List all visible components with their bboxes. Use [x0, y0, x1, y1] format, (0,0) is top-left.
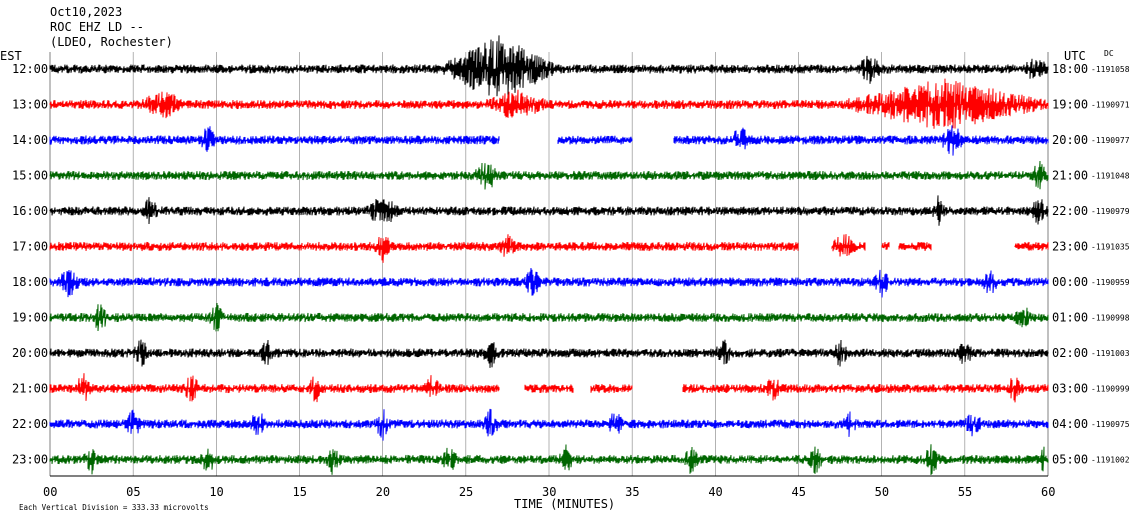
dc-label: DC: [1104, 49, 1114, 58]
est-label-2300: 23:00: [12, 453, 48, 467]
est-label-2100: 21:00: [12, 382, 48, 396]
utc-label-2000: 20:00: [1052, 133, 1088, 147]
scale-footer: Each Vertical Division = 333.33 microvol…: [19, 503, 209, 512]
x-tick-40: 40: [708, 485, 722, 499]
trace-1200: [49, 35, 1049, 97]
est-label-1500: 15:00: [12, 169, 48, 183]
est-label-2000: 20:00: [12, 346, 48, 360]
network-label: (LDEO, Rochester): [50, 35, 173, 49]
dc-value-0100: -1190998: [1091, 314, 1130, 323]
trace-2100: [49, 373, 1049, 403]
trace-1500: [49, 160, 1049, 190]
est-label-1700: 17:00: [12, 240, 48, 254]
trace-2300: [49, 444, 1049, 476]
trace-2200: [49, 408, 1049, 441]
dc-value-2000: -1190977: [1091, 136, 1130, 145]
utc-label-0100: 01:00: [1052, 311, 1088, 325]
dc-value-0500: -1191002: [1091, 456, 1130, 465]
x-axis-ticks: 00 05 10 15 20 25 30 35 40 45 50 55 60: [43, 485, 1055, 499]
utc-label-0400: 04:00: [1052, 417, 1088, 431]
utc-axis-title: UTC: [1064, 49, 1086, 63]
dc-value-2100: -1191048: [1091, 172, 1130, 181]
x-tick-05: 05: [126, 485, 140, 499]
trace-1800: [49, 267, 1049, 298]
est-label-1800: 18:00: [12, 275, 48, 289]
est-axis-title: EST: [0, 49, 22, 63]
x-tick-00: 00: [43, 485, 57, 499]
dc-value-2200: -1190979: [1091, 207, 1130, 216]
x-tick-35: 35: [625, 485, 639, 499]
dc-value-1900: -1190971: [1091, 101, 1130, 110]
utc-label-0300: 03:00: [1052, 382, 1088, 396]
est-label-1600: 16:00: [12, 204, 48, 218]
est-label-2200: 22:00: [12, 417, 48, 431]
x-tick-60: 60: [1041, 485, 1055, 499]
x-tick-25: 25: [459, 485, 473, 499]
utc-label-0200: 02:00: [1052, 346, 1088, 360]
trace-1700: [49, 234, 1049, 263]
est-label-1900: 19:00: [12, 311, 48, 325]
utc-label-2300: 23:00: [1052, 240, 1088, 254]
dc-value-0300: -1190999: [1091, 385, 1130, 394]
trace-1600: [49, 195, 1049, 226]
est-label-1400: 14:00: [12, 133, 48, 147]
utc-label-1800: 18:00: [1052, 62, 1088, 76]
dc-value-0200: -1191003: [1091, 349, 1130, 358]
dc-value-2300: -1191035: [1091, 243, 1130, 252]
x-tick-50: 50: [875, 485, 889, 499]
dc-value-0000: -1190959: [1091, 278, 1130, 287]
dc-value-1800: -1191058: [1091, 65, 1130, 74]
trace-rows: [49, 35, 1049, 476]
x-tick-10: 10: [209, 485, 223, 499]
utc-label-0500: 05:00: [1052, 453, 1088, 467]
est-label-1300: 13:00: [12, 98, 48, 112]
x-tick-30: 30: [542, 485, 556, 499]
date-label: Oct10,2023: [50, 5, 122, 19]
x-tick-15: 15: [293, 485, 307, 499]
utc-label-2100: 21:00: [1052, 169, 1088, 183]
utc-label-0000: 00:00: [1052, 275, 1088, 289]
trace-1400: [49, 125, 1049, 156]
utc-label-1900: 19:00: [1052, 98, 1088, 112]
x-tick-45: 45: [792, 485, 806, 499]
est-label-1200: 12:00: [12, 62, 48, 76]
utc-label-2200: 22:00: [1052, 204, 1088, 218]
station-label: ROC EHZ LD --: [50, 20, 144, 34]
x-axis-title: TIME (MINUTES): [514, 497, 615, 511]
trace-1300: [49, 78, 1049, 129]
trace-1900: [49, 302, 1049, 332]
dc-value-0400: -1190975: [1091, 420, 1130, 429]
grid-lines: [49, 52, 1049, 477]
x-tick-20: 20: [376, 485, 390, 499]
x-tick-55: 55: [958, 485, 972, 499]
trace-2000: [49, 339, 1049, 368]
